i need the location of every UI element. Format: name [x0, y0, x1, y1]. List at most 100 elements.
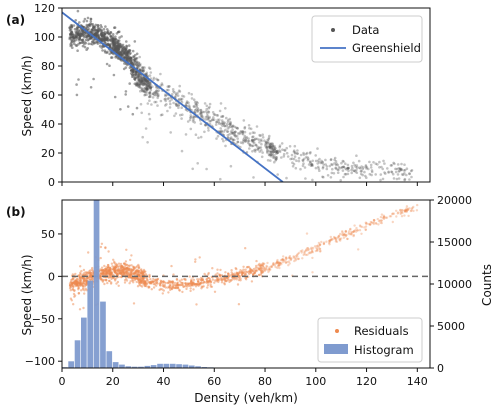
data-point: [350, 168, 353, 172]
data-point: [76, 9, 80, 13]
data-point: [213, 113, 217, 116]
data-point: [254, 143, 257, 147]
residual-point: [110, 271, 114, 274]
residual-point: [149, 278, 152, 281]
residual-point: [114, 271, 118, 275]
histogram-bar: [112, 362, 119, 368]
data-point: [104, 25, 107, 28]
legend-greenshield-label: Greenshield: [352, 41, 421, 55]
residual-point: [278, 264, 281, 267]
data-point: [364, 165, 368, 168]
data-point: [194, 108, 198, 111]
data-point: [224, 144, 227, 148]
data-point: [228, 123, 232, 126]
data-point: [148, 117, 152, 121]
data-point: [144, 79, 147, 82]
residual-point: [129, 258, 132, 262]
data-point: [268, 154, 271, 157]
data-point: [274, 150, 277, 154]
data-point: [83, 45, 87, 49]
residual-point: [277, 264, 280, 267]
data-point: [321, 160, 325, 164]
residual-point: [289, 258, 292, 262]
y-tick-label-a: 20: [41, 147, 55, 160]
data-point: [228, 137, 232, 141]
data-point: [400, 168, 403, 172]
data-point: [141, 68, 145, 72]
data-point: [224, 107, 227, 110]
residual-point: [253, 271, 256, 274]
data-point: [370, 170, 374, 174]
data-point: [155, 89, 158, 92]
residual-point: [112, 258, 115, 261]
data-point: [350, 171, 354, 175]
residual-point: [139, 270, 143, 274]
data-point: [403, 178, 406, 182]
data-point: [231, 124, 234, 128]
residual-point: [77, 284, 80, 288]
residual-point: [192, 278, 196, 282]
data-point: [185, 101, 189, 105]
data-point: [146, 82, 149, 85]
data-point: [249, 127, 253, 131]
data-point: [235, 126, 238, 130]
residual-point: [410, 209, 413, 212]
data-point: [268, 149, 271, 153]
data-point: [271, 144, 274, 148]
residual-point: [372, 195, 374, 197]
residual-point: [128, 282, 131, 285]
data-point: [145, 86, 149, 90]
data-point: [151, 92, 155, 95]
data-point: [251, 131, 255, 134]
data-point: [205, 167, 208, 171]
data-point: [285, 146, 289, 150]
data-point: [392, 161, 395, 165]
data-point: [220, 119, 224, 122]
data-point: [231, 131, 235, 134]
residual-point: [311, 251, 314, 254]
data-point: [257, 138, 261, 141]
residual-point: [259, 266, 262, 270]
data-point: [247, 137, 250, 140]
data-point: [252, 176, 255, 179]
residual-point: [100, 273, 104, 276]
data-point: [140, 82, 144, 86]
data-point: [384, 172, 387, 175]
data-point: [149, 86, 152, 89]
residual-point: [303, 251, 306, 254]
residual-point: [125, 263, 128, 266]
residual-point: [363, 226, 366, 229]
data-point: [144, 80, 147, 84]
data-point: [391, 172, 395, 176]
residual-point: [113, 267, 116, 271]
residual-point: [412, 205, 415, 209]
residual-point: [209, 281, 213, 284]
panel-b: (b) Speed (km/h) Counts Density (veh/km)…: [6, 194, 494, 405]
residual-point: [383, 216, 386, 219]
data-point: [99, 24, 103, 27]
residual-point: [380, 213, 384, 216]
data-point: [400, 168, 403, 171]
data-point: [344, 162, 347, 165]
data-point: [147, 84, 151, 87]
residual-point: [77, 286, 80, 290]
residual-point: [370, 221, 373, 224]
data-point: [177, 106, 180, 110]
data-point: [226, 130, 229, 133]
residual-point: [316, 247, 319, 251]
data-point: [281, 148, 284, 151]
data-point: [269, 143, 272, 146]
residual-point: [263, 268, 266, 271]
data-point: [178, 84, 181, 88]
residual-point: [272, 263, 275, 266]
data-point: [148, 84, 152, 87]
data-point: [143, 77, 146, 81]
data-point: [179, 97, 183, 101]
data-point: [408, 172, 412, 176]
data-point: [321, 161, 324, 164]
residual-point: [181, 283, 184, 286]
residual-point: [399, 209, 402, 212]
residual-point: [181, 290, 184, 294]
data-point: [336, 163, 340, 167]
data-point: [215, 120, 219, 124]
